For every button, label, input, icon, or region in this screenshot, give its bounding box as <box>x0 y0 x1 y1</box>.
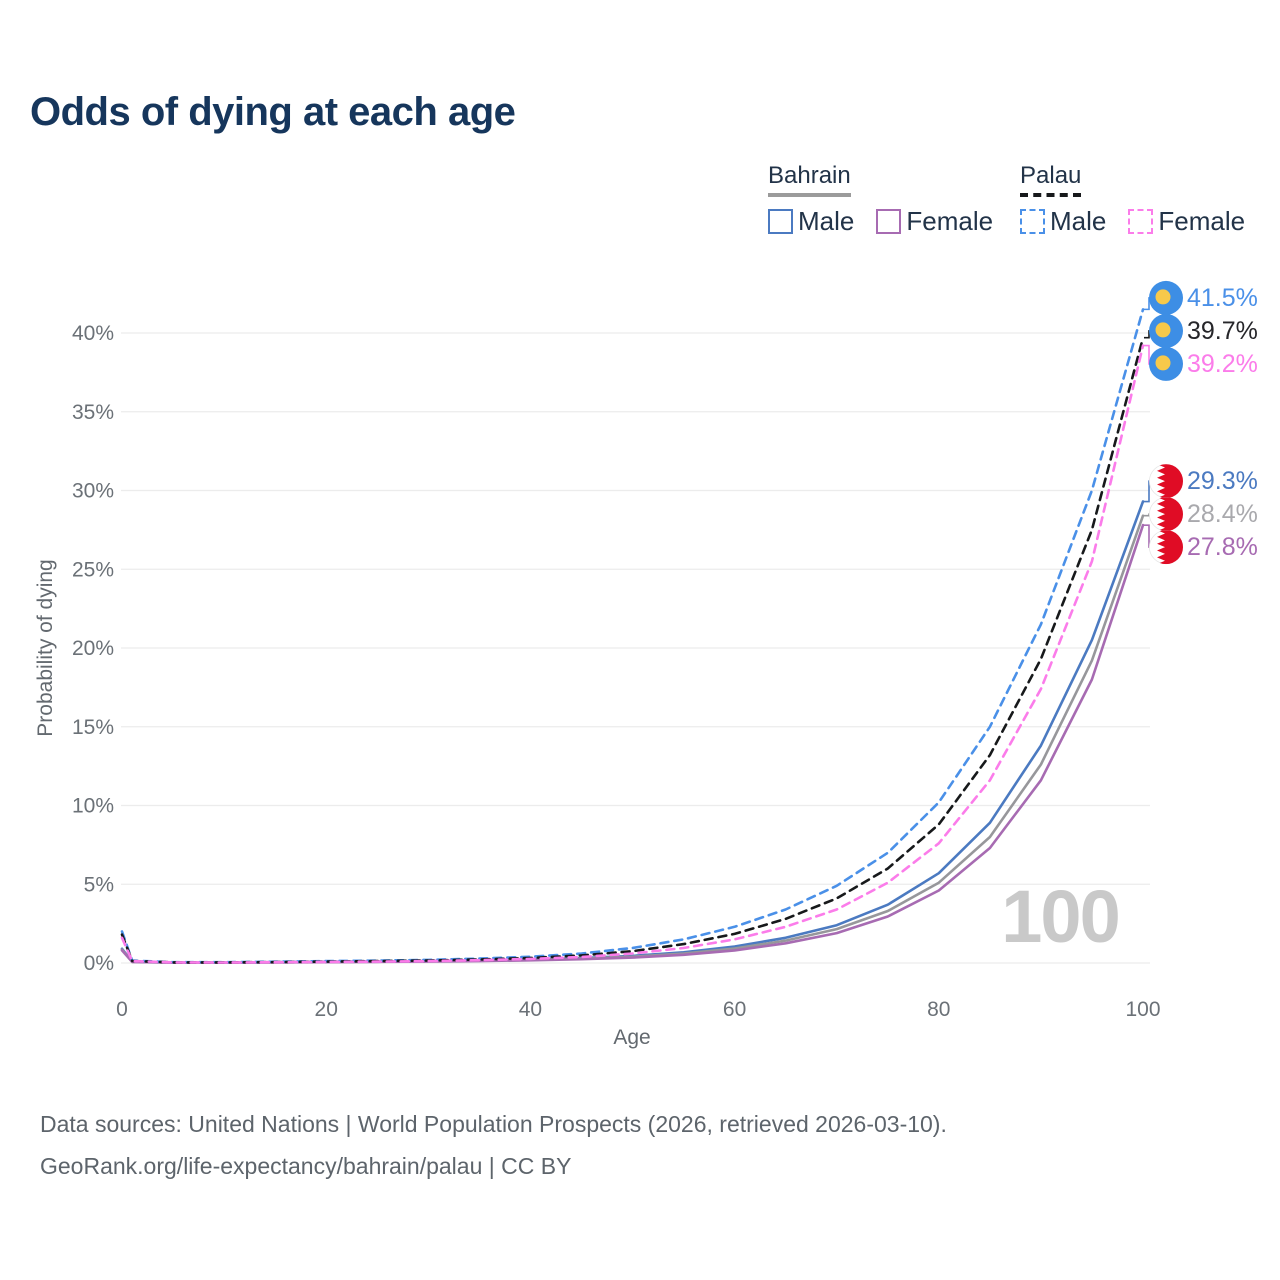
legend-item-palau-female[interactable]: Female <box>1128 206 1245 237</box>
watermark: 100 <box>1001 875 1118 958</box>
legend-item-palau-male[interactable]: Male <box>1020 206 1106 237</box>
legend-item-label: Female <box>1158 206 1246 236</box>
legend-swatch-palau-female-icon <box>1128 209 1154 234</box>
y-tick-label: 40% <box>72 322 114 345</box>
x-axis-title: Age <box>613 1026 651 1049</box>
flag-serrated-band <box>1157 497 1183 532</box>
series-line-bahrain-male <box>120 500 1145 964</box>
flag-bahrain-icon <box>1148 497 1184 532</box>
flag-palau-icon <box>1149 313 1183 348</box>
legend-swatch-bahrain-male-icon <box>768 209 793 234</box>
x-tick-label: 40 <box>519 998 542 1021</box>
value-label-palau-male: 41.5% <box>1187 284 1258 312</box>
flag-bahrain-icon <box>1148 464 1184 499</box>
legend-country-bahrain: Bahrain <box>768 162 851 197</box>
y-tick-label: 20% <box>72 637 114 660</box>
y-tick-label: 5% <box>84 873 114 896</box>
flag-serrated-band <box>1157 530 1183 565</box>
legend-swatch-bahrain-female-icon <box>876 209 902 234</box>
series-line-bahrain-female <box>120 523 1145 964</box>
legend-group-palau: Palau Male Female <box>1020 162 1245 237</box>
series-line-palau-male <box>120 308 1145 964</box>
y-tick-label: 30% <box>72 480 114 503</box>
legend-country-palau: Palau <box>1020 162 1082 197</box>
footer-attribution: GeoRank.org/life-expectancy/bahrain/pala… <box>40 1152 572 1179</box>
y-tick-label: 35% <box>72 401 114 424</box>
x-tick-label: 0 <box>116 998 128 1021</box>
legend-group-bahrain: Bahrain Male Female <box>768 162 993 237</box>
legend-item-label: Male <box>1050 206 1107 236</box>
y-axis-title: Probability of dying <box>34 559 57 737</box>
flag-bahrain-icon <box>1148 530 1184 565</box>
y-tick-label: 25% <box>72 558 114 581</box>
flag-moon <box>1155 322 1171 338</box>
flag-palau-icon <box>1149 346 1183 381</box>
x-tick-label: 60 <box>723 998 746 1021</box>
series-line-bahrain-total <box>120 514 1145 964</box>
value-label-palau-total: 39.7% <box>1187 317 1258 345</box>
flag-moon <box>1155 355 1171 371</box>
x-tick-label: 20 <box>315 998 338 1021</box>
value-label-palau-female: 39.2% <box>1187 350 1258 378</box>
legend-item-bahrain-female[interactable]: Female <box>876 206 993 237</box>
value-label-bahrain-male: 29.3% <box>1187 467 1258 495</box>
page-title: Odds of dying at each age <box>30 90 516 134</box>
legend-item-label: Male <box>798 206 855 236</box>
series-line-palau-total <box>120 336 1145 964</box>
legend-item-label: Female <box>906 206 994 236</box>
y-tick-label: 0% <box>84 952 114 975</box>
y-tick-label: 10% <box>72 795 114 818</box>
footer-data-sources: Data sources: United Nations | World Pop… <box>40 1111 947 1137</box>
series-line-palau-female <box>120 344 1145 964</box>
flag-moon <box>1155 289 1171 305</box>
x-tick-label: 100 <box>1125 998 1160 1021</box>
flag-palau-icon <box>1149 280 1183 315</box>
x-tick-label: 80 <box>927 998 950 1021</box>
value-label-bahrain-total: 28.4% <box>1187 500 1258 528</box>
flag-serrated-band <box>1157 464 1183 499</box>
footer: Data sources: United Nations | World Pop… <box>40 1104 947 1188</box>
y-tick-label: 15% <box>72 716 114 739</box>
legend-item-bahrain-male[interactable]: Male <box>768 206 854 237</box>
legend-swatch-palau-male-icon <box>1020 209 1045 234</box>
value-label-bahrain-female: 27.8% <box>1187 533 1258 561</box>
